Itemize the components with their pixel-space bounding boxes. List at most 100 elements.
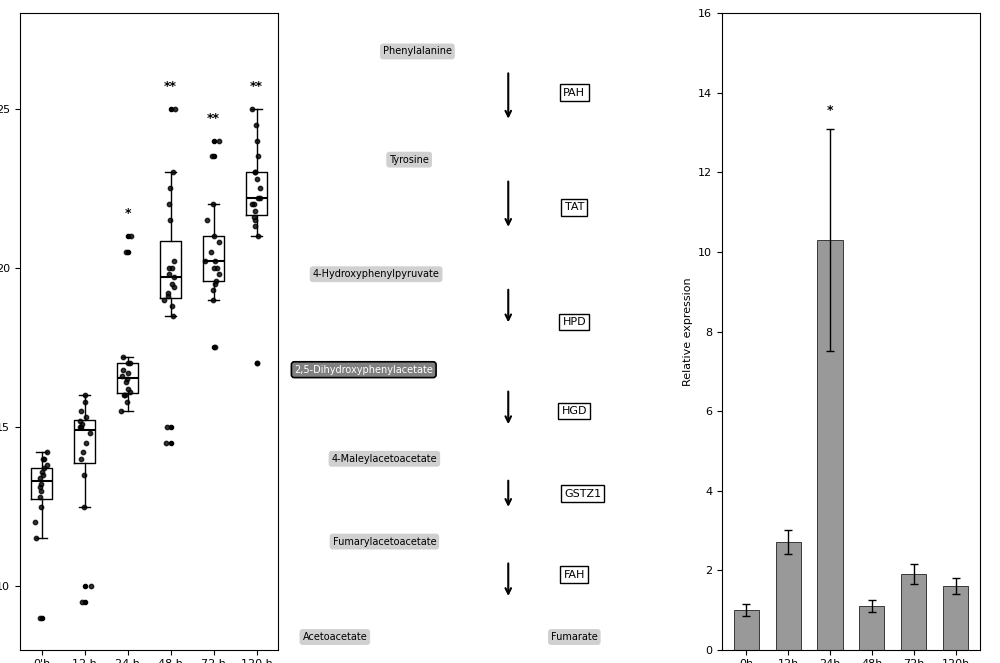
Point (32, 613, 48, 623)
Point (34, 466, 50, 477)
Point (162, 183, 178, 194)
Point (166, 272, 182, 282)
Text: Phenylalanine: Phenylalanine (383, 46, 452, 56)
Point (203, 247, 219, 257)
Point (247, 215, 263, 225)
Point (160, 291, 176, 302)
Point (120, 367, 136, 378)
Point (249, 135, 265, 146)
Text: Acetoacetate: Acetoacetate (302, 632, 367, 642)
Point (33, 501, 49, 512)
Point (158, 438, 174, 448)
Point (211, 269, 227, 280)
Point (160, 288, 176, 298)
Point (114, 371, 130, 381)
Point (78, 412, 94, 423)
Point (244, 103, 260, 114)
Point (115, 365, 131, 375)
Point (35, 469, 51, 480)
Point (206, 263, 222, 273)
Text: 4-Hydroxyphenylpyruvate: 4-Hydroxyphenylpyruvate (313, 269, 440, 279)
Point (36, 463, 52, 473)
Point (205, 285, 221, 296)
Point (119, 374, 135, 385)
Point (39, 460, 55, 471)
Point (164, 263, 180, 273)
Point (77, 390, 93, 400)
Point (165, 167, 181, 178)
Point (161, 263, 177, 273)
Bar (859, 606, 884, 650)
Point (120, 383, 136, 394)
Text: HGD: HGD (562, 406, 587, 416)
Point (39, 447, 55, 457)
Point (123, 231, 139, 241)
Point (120, 358, 136, 369)
Text: GSTZ1: GSTZ1 (564, 489, 601, 499)
Point (83, 581, 99, 591)
Point (207, 278, 223, 289)
Text: Tyrosine: Tyrosine (389, 154, 429, 164)
Point (208, 275, 224, 286)
Point (250, 151, 266, 162)
Bar (776, 542, 801, 650)
Bar (901, 574, 926, 650)
Y-axis label: Relative expression: Relative expression (683, 277, 693, 386)
Point (77, 396, 93, 407)
Text: Fumarate: Fumarate (551, 632, 598, 642)
Point (166, 256, 182, 267)
Point (207, 342, 223, 353)
Text: *: * (124, 207, 131, 220)
Point (73, 422, 89, 432)
Point (211, 237, 227, 248)
Point (247, 221, 263, 232)
Bar (817, 240, 843, 650)
Point (28, 533, 44, 544)
Point (76, 501, 92, 512)
Point (76, 469, 92, 480)
Point (247, 167, 263, 178)
Point (209, 263, 225, 273)
Point (246, 211, 262, 222)
Point (117, 390, 133, 400)
Point (161, 269, 177, 280)
Point (72, 415, 88, 426)
Point (116, 390, 132, 400)
Point (35, 453, 51, 464)
Point (73, 406, 89, 416)
Point (32, 482, 48, 493)
Text: Fumarylacetoacetate: Fumarylacetoacetate (333, 536, 436, 546)
Point (72, 422, 88, 432)
Point (74, 597, 90, 607)
Point (74, 418, 90, 429)
Point (164, 278, 180, 289)
Point (250, 231, 266, 241)
Point (249, 174, 265, 184)
Point (165, 310, 181, 321)
Text: 2,5-Dihydroxyphenylacetate: 2,5-Dihydroxyphenylacetate (294, 365, 433, 375)
Point (164, 301, 180, 312)
Bar (734, 610, 759, 650)
Point (244, 199, 260, 210)
Point (246, 199, 262, 210)
Point (250, 192, 266, 203)
Point (33, 479, 49, 489)
Text: 4-Maleylacetoacetate: 4-Maleylacetoacetate (332, 453, 437, 464)
Point (118, 247, 134, 257)
Point (118, 377, 134, 388)
Text: **: ** (164, 80, 177, 93)
Point (205, 199, 221, 210)
Point (156, 294, 172, 305)
Text: **: ** (207, 111, 220, 125)
Point (73, 453, 89, 464)
Text: PAH: PAH (563, 88, 585, 98)
Point (82, 428, 98, 439)
Point (119, 396, 135, 407)
Point (122, 387, 138, 397)
Point (252, 192, 268, 203)
Point (252, 183, 268, 194)
Point (247, 206, 263, 216)
Point (204, 151, 220, 162)
Point (36, 453, 52, 464)
Point (75, 447, 91, 457)
